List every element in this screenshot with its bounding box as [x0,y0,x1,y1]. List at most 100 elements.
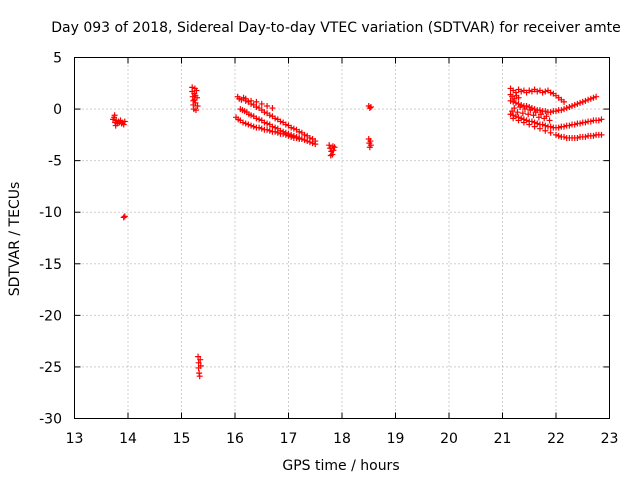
data-point [192,107,199,114]
data-point [561,106,568,113]
data-point [528,118,535,125]
y-tick-labels: 5 0 -5 -10 -15 -20 -25 -30 [39,51,62,428]
data-point [587,118,594,125]
data-point [120,214,127,221]
data-point [261,119,268,126]
data-point [553,108,559,115]
data-point [293,134,300,141]
data-point [253,104,260,111]
data-point [515,94,522,101]
y-tick-label: -20 [39,308,62,324]
plot-frame [74,57,610,419]
y-tick-label: -15 [39,257,62,273]
x-tick-label: 13 [66,431,84,447]
data-point [250,123,257,130]
data-point [527,107,534,114]
data-point [542,108,549,115]
data-point [269,123,276,130]
data-point [261,109,268,116]
y-tick-label: -30 [39,412,62,428]
data-point [256,116,263,123]
data-point [301,137,308,144]
data-point [274,129,281,136]
data-point [509,108,516,115]
data-point [518,88,525,95]
data-point [367,104,374,111]
data-point [264,126,271,133]
data-point [582,97,589,104]
data-point [531,106,538,113]
data-point [590,94,597,101]
data-point [111,112,118,119]
data-point [542,122,549,129]
data-point [582,119,589,126]
data-point [258,125,265,132]
data-point [248,97,255,104]
data-point [242,95,249,102]
data-point [517,104,524,111]
data-point [304,138,311,145]
data-point [555,124,562,131]
data-point [542,127,549,134]
data-point [366,105,373,112]
data-point [561,123,568,130]
data-point [194,94,201,101]
data-point [197,356,204,363]
data-point [558,107,565,114]
data-point [566,104,573,111]
x-tick-label: 15 [173,431,191,447]
data-point [534,120,541,127]
data-point [532,109,539,116]
chart-title: Day 093 of 2018, Sidereal Day-to-day VTE… [51,20,621,36]
data-point [288,124,295,131]
x-tick-label: 19 [387,431,405,447]
x-tick-label: 20 [440,431,458,447]
data-point [525,111,532,118]
data-point [512,99,519,106]
data-point [367,142,374,149]
data-point [120,121,127,128]
data-point [547,129,554,136]
y-tick-label: 0 [53,102,62,118]
data-point [566,122,573,129]
data-point [507,97,514,104]
data-point [507,111,514,118]
data-point [547,109,554,116]
x-tick-label: 22 [547,431,565,447]
data-point [306,139,313,146]
data-point [329,143,336,150]
data-point [521,106,528,113]
data-point [266,127,273,134]
data-point [192,99,199,106]
y-tick-label: -10 [39,205,62,221]
y-axis-label: SDTVAR / TECUs [7,182,23,297]
data-point [264,102,271,109]
data-point [193,87,200,94]
data-point [536,125,543,132]
data-point [561,98,568,105]
data-point [272,115,279,122]
data-point [511,95,518,102]
data-point [282,131,289,138]
data-point [248,122,255,129]
data-point [258,100,265,107]
data-point [574,100,581,107]
y-tick-label: -5 [48,154,62,170]
data-point [519,110,526,117]
data-point [511,105,518,112]
data-point [280,130,287,137]
data-point [312,141,319,148]
data-point [301,131,308,138]
data-point [296,128,303,135]
x-axis-label: GPS time / hours [282,458,399,474]
data-point [595,117,602,124]
data-point [326,142,333,149]
data-point [543,113,550,120]
data-point [112,122,119,129]
data-point [547,123,554,130]
data-point [571,121,578,128]
data-point [121,118,128,125]
data-point [547,89,554,96]
x-tick-label: 14 [119,431,137,447]
